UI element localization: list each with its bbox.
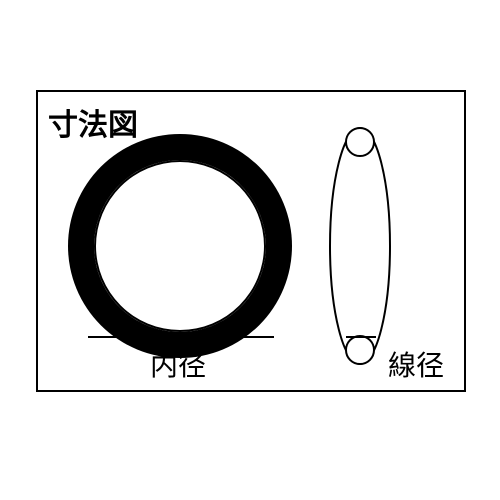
oring-side-view — [328, 126, 392, 366]
inner-diameter-label: 内径 — [150, 344, 206, 384]
oring-front-view — [70, 136, 290, 356]
side-view-shape — [330, 128, 390, 364]
inner-diameter-dim-line — [88, 336, 274, 338]
wire-diameter-dim-line — [346, 336, 376, 338]
diagram-title: 寸法図 — [48, 100, 138, 144]
diagram-canvas: 寸法図 内径 線径 — [0, 0, 500, 500]
wire-diameter-label: 線径 — [388, 344, 444, 384]
